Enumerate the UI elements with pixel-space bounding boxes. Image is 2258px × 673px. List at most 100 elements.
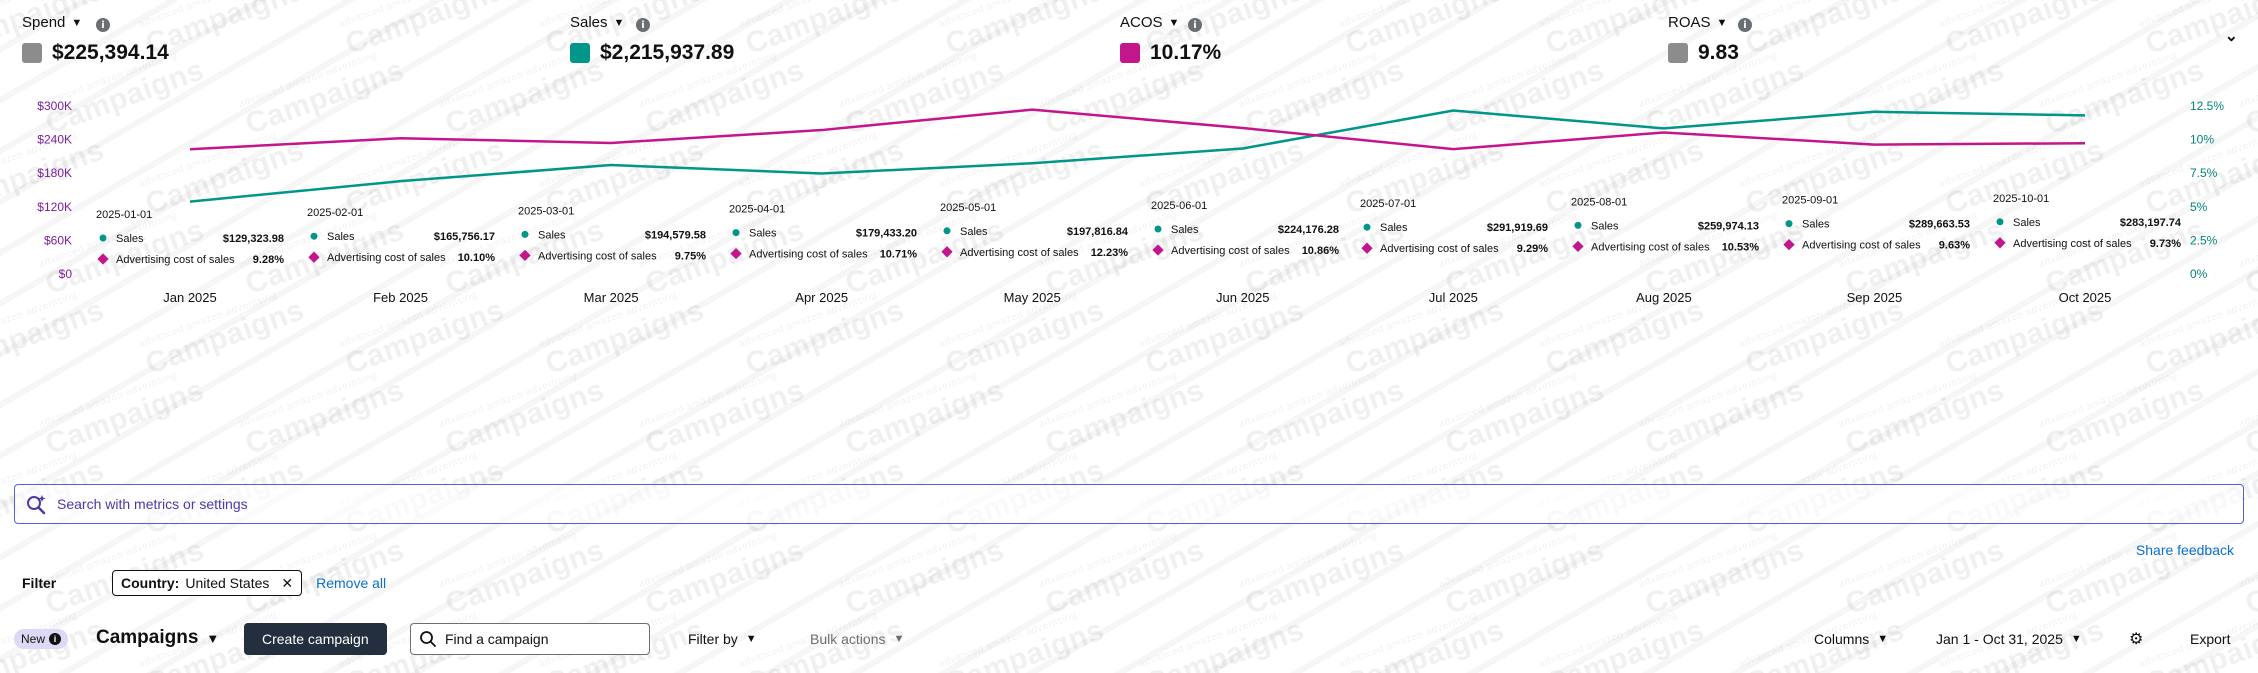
metric-value: 10.17% — [1150, 41, 1222, 64]
sales-dot — [1363, 223, 1371, 231]
tooltip-date: 2025-02-01 — [307, 207, 363, 219]
y-left-tick-label: $300K — [37, 99, 72, 113]
share-feedback-link[interactable]: Share feedback — [2135, 542, 2234, 558]
info-icon[interactable]: i — [96, 18, 110, 32]
tooltip-sales-value: $129,323.98 — [223, 233, 284, 245]
color-swatch — [570, 43, 590, 63]
y-right-tick-label: 10% — [2190, 133, 2214, 147]
metric-value: $225,394.14 — [52, 41, 169, 64]
page-title: Campaigns — [96, 627, 199, 648]
sales-dot — [1785, 220, 1793, 228]
acos-diamond — [519, 249, 531, 262]
chip-value: United States — [185, 575, 270, 591]
collapse-chevron-icon[interactable]: ⌄ — [2224, 28, 2238, 45]
find-campaign-box[interactable] — [410, 623, 650, 655]
metrics-search-bar[interactable] — [14, 484, 2244, 524]
y-right-tick-label: 7.5% — [2190, 166, 2218, 180]
x-tick-label: Jul 2025 — [1429, 290, 1478, 305]
tooltip-sales-label: Sales — [1380, 222, 1408, 234]
x-tick-label: Jun 2025 — [1216, 290, 1270, 305]
acos-diamond — [1994, 237, 2006, 249]
tooltip-acos-value: 10.71% — [880, 249, 918, 261]
metric-value: $2,215,937.89 — [600, 41, 735, 64]
tooltip-acos-label: Advertising cost of sales — [960, 247, 1079, 259]
gear-icon[interactable]: ⚙ — [2129, 631, 2144, 648]
new-badge-label: New — [21, 632, 46, 646]
metric-sales[interactable]: Sales ▼ i $2,215,937.89 — [570, 14, 734, 65]
tooltip-date: 2025-08-01 — [1571, 196, 1627, 208]
bulk-actions-dropdown[interactable]: Bulk actions ▼ — [810, 631, 904, 647]
tooltip-acos-value: 9.29% — [1517, 243, 1548, 255]
chevron-down-icon: ▼ — [206, 630, 220, 646]
columns-dropdown[interactable]: Columns ▼ — [1814, 631, 1888, 647]
x-tick-label: Oct 2025 — [2059, 290, 2112, 305]
acos-diamond — [941, 246, 953, 258]
acos-diamond — [1783, 238, 1795, 251]
series-line-advertising-cost-of-sales — [189, 108, 2086, 151]
filter-chip-country[interactable]: Country: United States ✕ — [112, 570, 303, 596]
tooltip-acos-label: Advertising cost of sales — [116, 254, 235, 266]
close-icon[interactable]: ✕ — [281, 574, 294, 591]
acos-diamond — [1152, 244, 1164, 256]
sales-acos-line-chart: $0 $60K $120K $180K $240K $300K 0% 2.5% 5% 7.5% 10… — [37, 99, 2224, 305]
chevron-down-icon[interactable]: ▼ — [613, 16, 625, 29]
remove-all-link[interactable]: Remove all — [316, 575, 387, 591]
tooltip-sales-label: Sales — [1171, 224, 1199, 236]
new-badge[interactable]: New i — [14, 629, 69, 649]
info-icon[interactable]: i — [636, 18, 650, 32]
info-icon[interactable]: i — [1738, 18, 1752, 32]
tooltip-sales-label: Sales — [1802, 219, 1830, 231]
tooltip-date: 2025-01-01 — [96, 209, 152, 221]
campaigns-dropdown[interactable]: Campaigns ▼ — [96, 627, 219, 649]
chevron-down-icon[interactable]: ▼ — [1168, 16, 1180, 29]
metric-roas[interactable]: ROAS ▼ i 9.83 — [1668, 14, 1752, 65]
tooltip-date: 2025-10-01 — [1993, 193, 2049, 205]
tooltip-sales-value: $165,756.17 — [434, 231, 495, 243]
export-button[interactable]: Export — [2190, 631, 2231, 647]
metric-acos[interactable]: ACOS ▼ i 10.17% — [1120, 14, 1221, 65]
chevron-down-icon[interactable]: ▼ — [1716, 16, 1728, 29]
x-tick-label: May 2025 — [1004, 290, 1061, 305]
tooltip-sales-label: Sales — [1591, 220, 1619, 232]
tooltip-sales-label: Sales — [538, 229, 566, 241]
date-range-label: Jan 1 - Oct 31, 2025 — [1936, 631, 2063, 647]
tooltip-sales-value: $291,919.69 — [1487, 222, 1548, 234]
y-right-tick-label: 2.5% — [2190, 233, 2218, 247]
tooltip-acos-value: 12.23% — [1091, 247, 1129, 259]
info-icon[interactable]: i — [1188, 18, 1202, 32]
sales-dot — [943, 227, 951, 235]
tooltip-sales-value: $194,579.58 — [645, 229, 706, 241]
chevron-down-icon[interactable]: ▼ — [71, 16, 83, 29]
tooltip-sales-value: $197,816.84 — [1067, 226, 1129, 238]
metric-spend[interactable]: Spend ▼ i $225,394.14 — [22, 14, 169, 65]
find-campaign-input[interactable] — [443, 630, 637, 648]
sales-dot — [99, 234, 107, 242]
tooltip-date: 2025-04-01 — [729, 204, 785, 216]
tooltip-sales-value: $179,433.20 — [856, 228, 917, 240]
chip-key: Country: — [121, 575, 180, 591]
tooltip-sales-value: $259,974.13 — [1698, 220, 1759, 232]
tooltip-acos-label: Advertising cost of sales — [327, 252, 446, 264]
create-campaign-button[interactable]: Create campaign — [244, 623, 387, 655]
acos-diamond — [1361, 242, 1373, 254]
metric-name: ROAS — [1668, 14, 1711, 31]
date-range-dropdown[interactable]: Jan 1 - Oct 31, 2025 ▼ — [1936, 631, 2082, 647]
chevron-down-icon: ▼ — [1877, 633, 1889, 645]
x-tick-label: Aug 2025 — [1636, 290, 1692, 305]
tooltip-sales-label: Sales — [2013, 217, 2041, 229]
sales-dot — [732, 229, 740, 237]
chevron-down-icon: ▼ — [2070, 633, 2082, 645]
x-tick-label: Jan 2025 — [163, 290, 217, 305]
sales-dot — [521, 230, 529, 238]
tooltip-sales-label: Sales — [960, 226, 988, 238]
filter-by-dropdown[interactable]: Filter by ▼ — [688, 631, 757, 647]
x-tick-label: Mar 2025 — [584, 290, 639, 305]
sparkle-search-icon — [25, 493, 47, 515]
metrics-search-input[interactable] — [55, 495, 1959, 513]
